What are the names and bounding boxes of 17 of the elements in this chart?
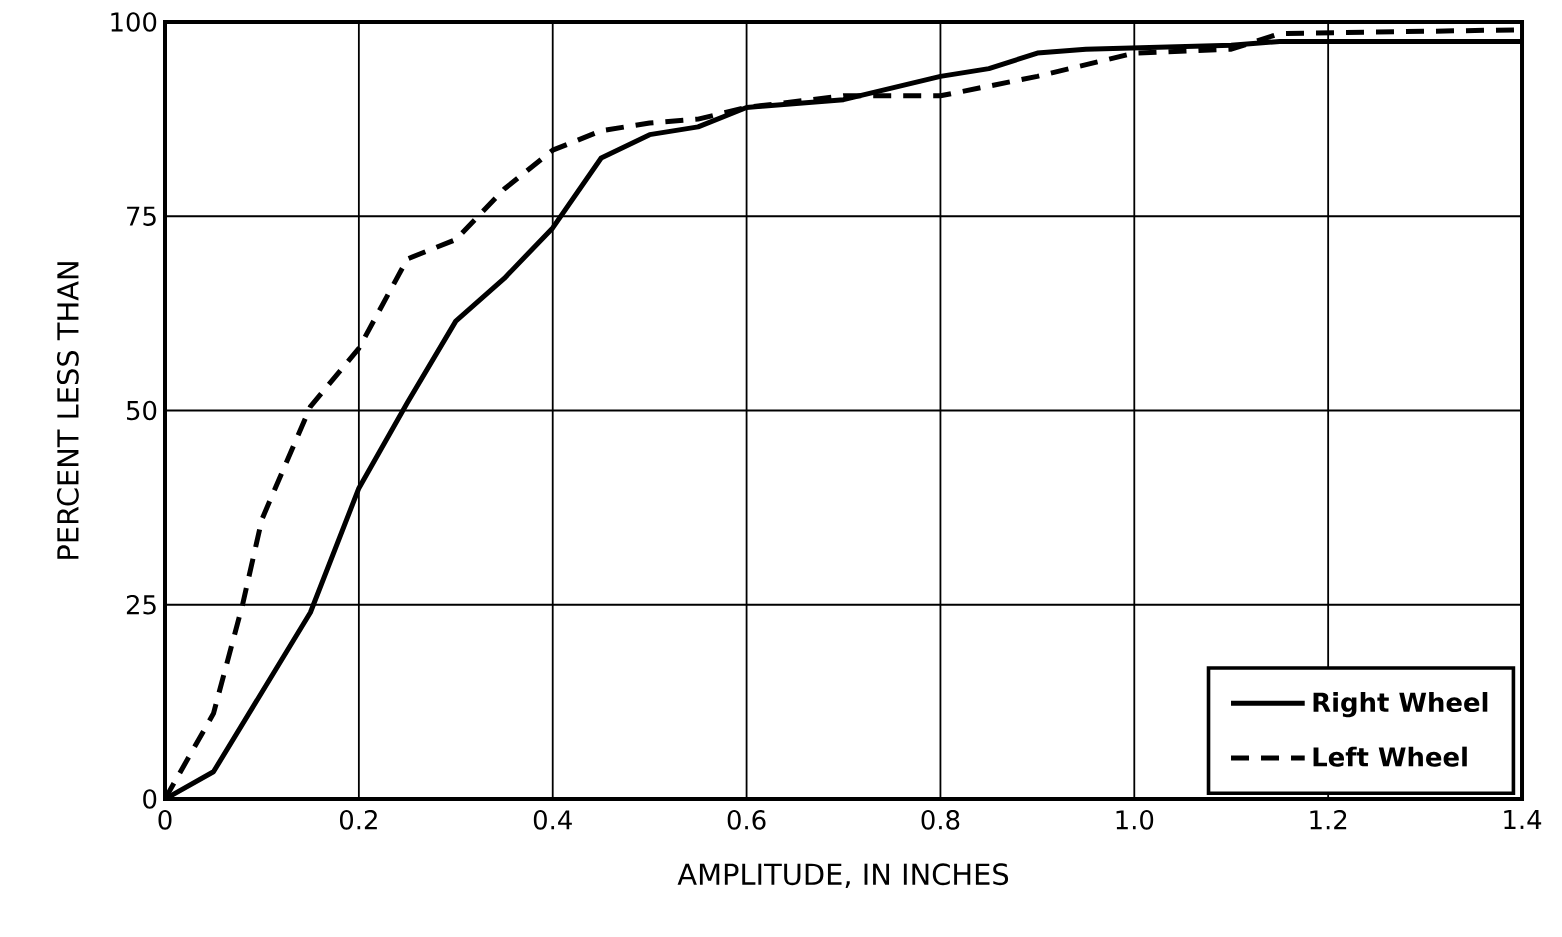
x-tick-label: 1.4 — [1504, 810, 1542, 829]
x-tick-label: 0.2 — [339, 810, 377, 830]
y-tick-label: 25 — [126, 594, 156, 615]
y-tick-label: 75 — [127, 206, 156, 226]
x-axis-title: AMPLITUDE, IN INCHES — [677, 863, 1009, 889]
legend-label: Left Wheel — [1313, 746, 1467, 767]
x-tick-label: 0 — [158, 810, 172, 830]
y-tick-label: 100 — [111, 12, 157, 32]
x-tick-label: 0.8 — [921, 810, 960, 830]
x-tick-label: 1.2 — [1310, 810, 1347, 830]
x-tick-label: 0.4 — [533, 810, 572, 830]
y-tick-label: 50 — [127, 400, 157, 421]
x-tick-label: 0.6 — [727, 810, 766, 830]
x-tick-label: 1.0 — [1116, 810, 1154, 830]
legend-label: Right Wheel — [1313, 692, 1488, 718]
y-axis-title: PERCENT LESS THAN — [56, 262, 79, 559]
y-tick-label: 0 — [143, 789, 157, 809]
